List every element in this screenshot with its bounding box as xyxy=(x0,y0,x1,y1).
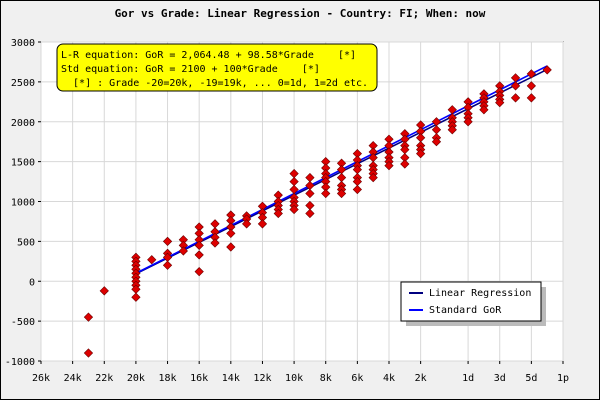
scatter-point xyxy=(210,238,220,248)
scatter-point xyxy=(226,228,236,239)
scatter-point xyxy=(542,65,552,75)
scatter-point xyxy=(368,172,378,183)
scatter-point xyxy=(131,292,141,302)
chart-title: Gor vs Grade: Linear Regression - Countr… xyxy=(115,7,486,20)
x-tick-label: 26k xyxy=(32,373,50,384)
legend-box xyxy=(400,281,542,322)
x-tick-label: 6k xyxy=(351,373,363,384)
y-tick-label: 1000 xyxy=(11,198,35,209)
x-tick-label: 2k xyxy=(415,373,427,384)
scatter-point xyxy=(242,219,252,229)
scatter-point xyxy=(384,160,394,171)
x-tick-label: 12k xyxy=(253,373,271,384)
y-tick-label: 2000 xyxy=(11,118,35,129)
scatter-point xyxy=(178,246,188,256)
scatter-point xyxy=(526,93,536,103)
scatter-point xyxy=(400,159,410,169)
x-tick-label: 22k xyxy=(95,373,113,384)
scatter-point xyxy=(305,208,315,219)
scatter-point xyxy=(447,125,457,135)
y-tick-label: 1500 xyxy=(11,158,35,169)
x-tick-label: 14k xyxy=(222,373,240,384)
equation-annotation: L-R equation: GoR = 2,064.48 + 98.58*Gra… xyxy=(56,43,378,92)
x-tick-label: 18k xyxy=(159,373,177,384)
x-tick-label: 24k xyxy=(64,373,82,384)
y-tick-label: -1000 xyxy=(5,357,35,368)
scatter-point xyxy=(83,312,94,322)
x-tick-label: 20k xyxy=(127,373,145,384)
scatter-points xyxy=(83,65,552,358)
legend: Linear Regression Standard GoR xyxy=(400,281,546,326)
scatter-point xyxy=(352,184,362,195)
y-tick-label: 0 xyxy=(29,277,35,288)
scatter-point xyxy=(495,97,505,108)
y-tick-label: 2500 xyxy=(11,78,35,89)
std-equation-text: Std equation: GoR = 2100 + 100*Grade [*] xyxy=(61,64,320,75)
x-tick-label: 10k xyxy=(285,373,303,384)
scatter-point xyxy=(83,348,94,358)
x-tick-label: 3d xyxy=(494,373,506,384)
y-axis-ticks: -1000 -500 0 500 1000 1500 2000 2500 3000 xyxy=(5,38,41,368)
x-tick-label: 16k xyxy=(190,373,208,384)
scatter-point xyxy=(257,219,268,229)
x-tick-label: 4k xyxy=(383,373,395,384)
scatter-point xyxy=(194,267,204,277)
legend-label-linear-regression: Linear Regression xyxy=(429,288,531,299)
scatter-point xyxy=(431,137,442,147)
x-tick-label: 1p xyxy=(557,373,569,384)
scatter-point xyxy=(416,149,426,159)
scatter-point xyxy=(289,204,299,215)
scatter-point xyxy=(226,242,236,252)
y-tick-label: 500 xyxy=(17,237,35,248)
x-tick-label: 5d xyxy=(525,373,537,384)
y-tick-label: 3000 xyxy=(11,38,35,49)
x-tick-label: 1d xyxy=(462,373,474,384)
x-axis-ticks: 26k 24k 22k 20k 18k 16k 14k 12k 10k 8k 6k 4k 2k 1d 3d 5… xyxy=(32,361,569,384)
legend-label-standard-gor: Standard GoR xyxy=(429,305,502,316)
lr-equation-text: L-R equation: GoR = 2,064.48 + 98.58*Gra… xyxy=(61,50,356,61)
scatter-point xyxy=(321,188,331,199)
scatter-point xyxy=(510,93,521,103)
scatter-point xyxy=(526,69,536,79)
scatter-point xyxy=(147,255,157,265)
equation-box xyxy=(56,43,378,92)
scatter-point xyxy=(194,250,204,260)
scatter-point xyxy=(162,260,173,270)
scatter-point xyxy=(479,105,489,115)
scatter-point xyxy=(510,81,521,91)
scatter-point xyxy=(526,81,536,91)
scatter-point xyxy=(463,117,473,127)
scatter-point xyxy=(194,240,204,250)
scatter-point xyxy=(162,236,173,246)
x-tick-label: 8k xyxy=(320,373,332,384)
grade-legend-text: [*] : Grade -20=20k, -19=19k, ... 0=1d, … xyxy=(61,78,368,89)
scatter-point xyxy=(99,286,109,296)
y-tick-label: -500 xyxy=(11,317,35,328)
scatter-point xyxy=(273,208,283,219)
scatter-point xyxy=(336,188,347,199)
scatter-point xyxy=(305,188,315,199)
